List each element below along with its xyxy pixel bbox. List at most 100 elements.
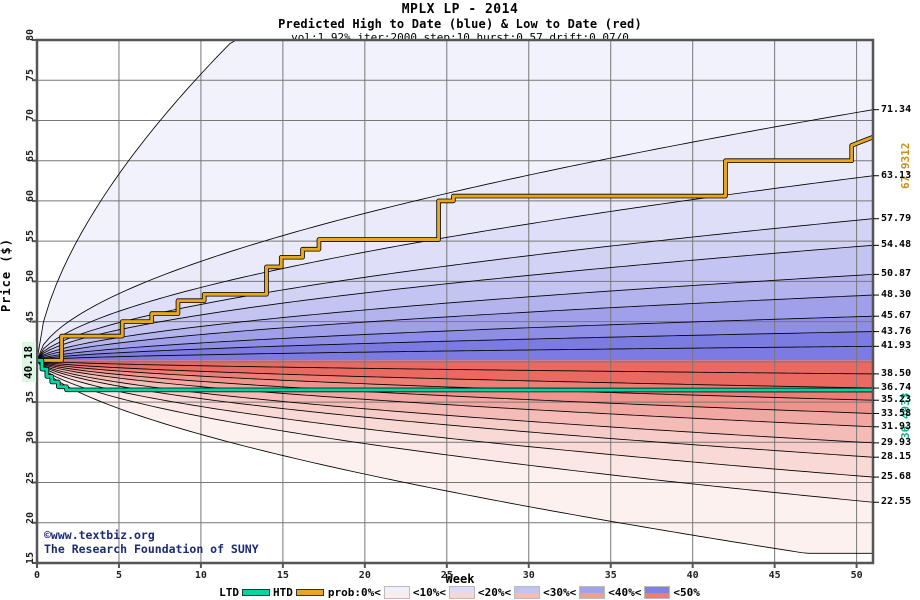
x-tick-label-40: 40 [686,570,699,581]
legend-prob-swatch-3 [579,586,606,599]
right-label-low-29.93: 29.93 [881,436,912,448]
low-band-fill-<20%b [37,360,873,458]
high-band-contour-<10% [36,109,874,361]
low-band-contour-0% [36,360,873,554]
legend-prob-swatch-1 [448,586,475,599]
legend-htd-label: HTD [273,586,293,599]
right-label-high-50.87: 50.87 [881,268,912,280]
right-label-high-43.76: 43.76 [881,325,912,337]
legend-prob-band-label-3: <40%< [608,586,642,599]
x-tick-label-20: 20 [358,570,371,581]
x-tick-label-30: 30 [522,570,535,581]
right-label-low-28.15: 28.15 [881,451,912,463]
legend-prob-band-label-1: <20%< [477,586,512,599]
high-band-fill-core [37,346,873,361]
y-tick-label-35: 35 [25,391,36,404]
low-band-fill-<10% [37,360,873,503]
low-band-contour-<20%b [36,360,874,458]
y-axis-label: Price ($) [0,238,13,313]
y-tick-label-75: 75 [25,69,36,82]
low-band-fill-<50% [37,360,873,389]
high-band-contour-<40% [36,294,874,361]
low-band-contour-<50% [36,359,874,389]
right-label-low-36.74: 36.74 [881,382,912,394]
y-tick-label-45: 45 [25,310,36,323]
y-tick-label-60: 60 [25,189,36,202]
legend-ltd-label: LTD [219,586,239,599]
y-tick-label-15: 15 [25,552,36,565]
low-band-contour-<10% [36,360,874,503]
legend-prob-swatch-4 [644,586,671,599]
x-axis-label: Week [445,572,475,586]
right-label-high-41.93: 41.93 [881,340,912,352]
right-label-low-25.68: 25.68 [881,471,912,483]
high-band-contour-<50% [36,331,874,361]
low-band-fill-core [37,360,873,374]
credit-line-1: ©www.textbiz.org [44,528,155,542]
right-label-low-35.23: 35.23 [881,394,912,406]
ltd-line-swatch [242,589,270,596]
high-band-fill-<50% [37,331,873,361]
x-tick-label-45: 45 [768,570,781,581]
low-band-fill-<30% [37,360,873,443]
y-tick-label-25: 25 [25,471,36,484]
high-band-contour-<30%b [36,273,874,361]
high-band-fill-<20%b [37,218,873,361]
legend-item-ltd: LTD [219,586,273,599]
page-title: MPLX LP - 2014 [401,2,519,17]
y-tick-label-50: 50 [25,270,36,283]
high-band-fill-<40% [37,295,873,361]
legend-prob-swatch-0 [383,586,410,599]
high-band-contour-<50%b [36,345,874,361]
series-htd-line [37,135,874,362]
high-band-fill-<40%b [37,316,873,361]
x-tick-label-0: 0 [33,570,41,581]
chart-legend: LTD HTD prob:0%< <10%< <20%< <30%< <40%< <50… [0,586,920,599]
series-ltd-line [37,358,874,392]
low-band-contour-<20% [36,360,874,478]
high-band-fill-<10% [37,109,873,361]
x-tick-label-10: 10 [194,570,207,581]
right-label-low-22.55: 22.55 [881,496,912,508]
high-band-contour-<20% [36,175,874,361]
legend-prob-band-label-2: <30%< [543,586,577,599]
y-tick-label-70: 70 [25,109,36,122]
right-label-low-33.58: 33.58 [881,407,912,419]
htd-line-swatch [295,589,324,596]
right-label-low-38.5: 38.50 [881,367,912,379]
high-band-fill-<20% [37,175,873,361]
y-tick-label-65: 65 [25,149,36,162]
low-band-fill-<40% [37,360,873,414]
low-band-fill-<30%b [37,360,873,427]
chart-subtitle: Predicted High to Date (blue) & Low to D… [278,17,642,31]
right-label-high-57.79: 57.79 [881,212,912,224]
start-price-annotation: 40.18 [22,341,36,382]
high-band-fill-<30%b [37,274,873,361]
high-band-fill-<30% [37,245,873,361]
y-tick-label-80: 80 [25,29,36,42]
x-tick-label-5: 5 [115,570,122,581]
legend-prob-label: prob:0%< [327,586,381,599]
y-tick-label-20: 20 [25,511,36,524]
legend-prob-swatch-2 [514,586,541,599]
low-band-contour-<40%b [36,360,874,401]
right-label-low-31.93: 31.93 [881,420,912,432]
right-label-high-71.34: 71.34 [881,103,912,115]
y-tick-label-55: 55 [25,230,36,243]
low-band-fill-<20% [37,360,873,478]
x-tick-label-15: 15 [276,570,289,581]
legend-prob-band-label-0: <10%< [412,586,446,599]
copyright-credit: ©www.textbiz.org The Research Foundation… [44,528,259,556]
plot-frame [35,38,875,565]
right-label-high-63.13: 63.13 [881,169,912,181]
legend-item-htd: HTD [273,586,327,599]
legend-prob-band-label-4: <50% [673,586,700,599]
right-label-high-48.3: 48.30 [881,289,912,301]
low-band-contour-<40% [36,360,874,414]
x-tick-label-35: 35 [604,570,617,581]
x-tick-label-50: 50 [850,570,863,581]
high-band-contour-<40%b [36,315,874,361]
low-band-contour-<50%b [36,359,874,375]
